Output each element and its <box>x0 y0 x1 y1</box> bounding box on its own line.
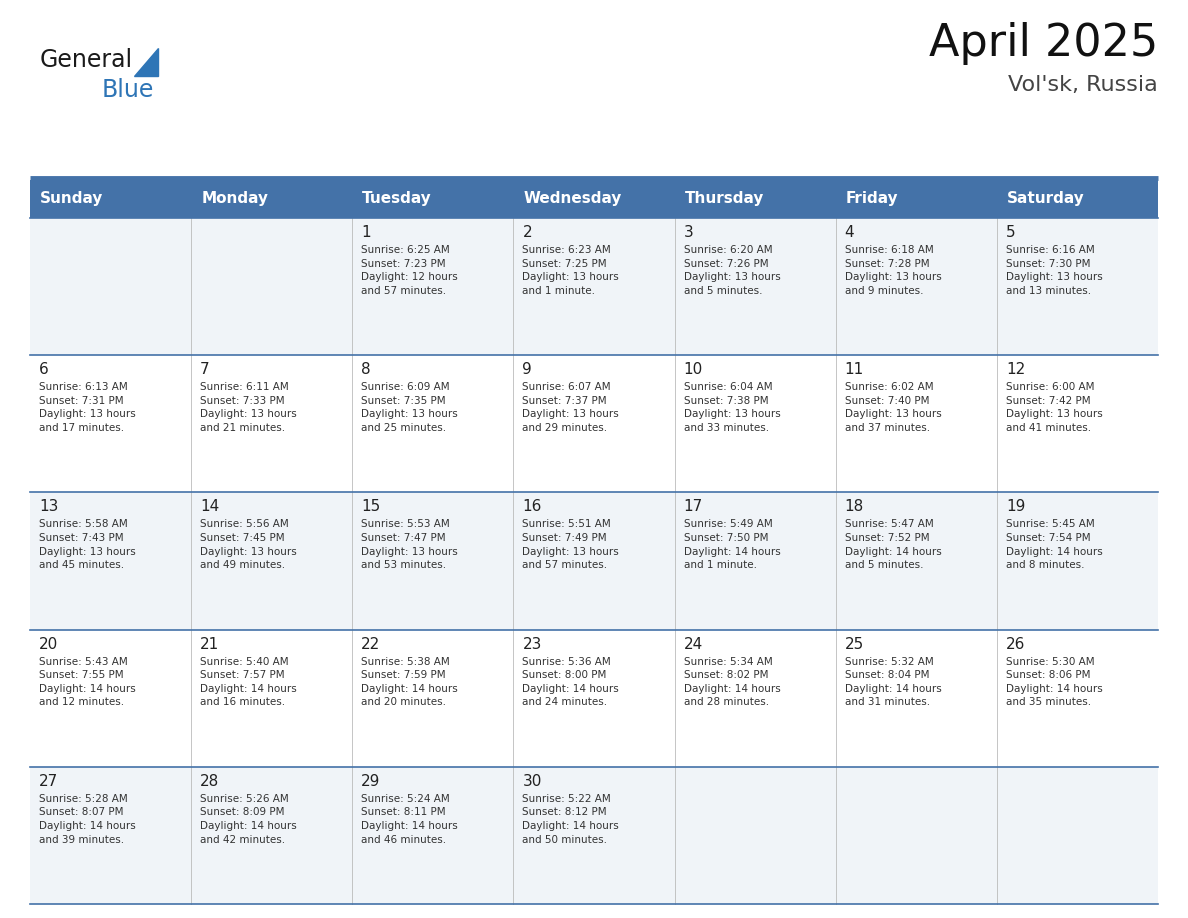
Text: Tuesday: Tuesday <box>362 192 432 207</box>
Text: 5: 5 <box>1006 225 1016 240</box>
Text: Sunrise: 5:47 AM
Sunset: 7:52 PM
Daylight: 14 hours
and 5 minutes.: Sunrise: 5:47 AM Sunset: 7:52 PM Dayligh… <box>845 520 941 570</box>
Text: Sunrise: 5:56 AM
Sunset: 7:45 PM
Daylight: 13 hours
and 49 minutes.: Sunrise: 5:56 AM Sunset: 7:45 PM Dayligh… <box>200 520 297 570</box>
Text: 12: 12 <box>1006 363 1025 377</box>
Text: Sunrise: 5:28 AM
Sunset: 8:07 PM
Daylight: 14 hours
and 39 minutes.: Sunrise: 5:28 AM Sunset: 8:07 PM Dayligh… <box>39 794 135 845</box>
Text: Sunrise: 5:26 AM
Sunset: 8:09 PM
Daylight: 14 hours
and 42 minutes.: Sunrise: 5:26 AM Sunset: 8:09 PM Dayligh… <box>200 794 297 845</box>
Text: Sunrise: 5:32 AM
Sunset: 8:04 PM
Daylight: 14 hours
and 31 minutes.: Sunrise: 5:32 AM Sunset: 8:04 PM Dayligh… <box>845 656 941 708</box>
Text: 3: 3 <box>683 225 694 240</box>
Text: Monday: Monday <box>201 192 268 207</box>
Bar <box>30 492 1158 630</box>
Text: Friday: Friday <box>846 192 898 207</box>
Text: 27: 27 <box>39 774 58 789</box>
Text: 25: 25 <box>845 636 864 652</box>
Text: 8: 8 <box>361 363 371 377</box>
Text: Wednesday: Wednesday <box>524 192 621 207</box>
Bar <box>30 355 1158 492</box>
Text: Vol'sk, Russia: Vol'sk, Russia <box>1009 75 1158 95</box>
Bar <box>30 630 1158 767</box>
Text: Sunrise: 5:38 AM
Sunset: 7:59 PM
Daylight: 14 hours
and 20 minutes.: Sunrise: 5:38 AM Sunset: 7:59 PM Dayligh… <box>361 656 459 708</box>
Text: Sunrise: 6:00 AM
Sunset: 7:42 PM
Daylight: 13 hours
and 41 minutes.: Sunrise: 6:00 AM Sunset: 7:42 PM Dayligh… <box>1006 382 1102 433</box>
Text: Sunrise: 6:13 AM
Sunset: 7:31 PM
Daylight: 13 hours
and 17 minutes.: Sunrise: 6:13 AM Sunset: 7:31 PM Dayligh… <box>39 382 135 433</box>
Text: 11: 11 <box>845 363 864 377</box>
Text: 28: 28 <box>200 774 220 789</box>
Text: Sunrise: 5:58 AM
Sunset: 7:43 PM
Daylight: 13 hours
and 45 minutes.: Sunrise: 5:58 AM Sunset: 7:43 PM Dayligh… <box>39 520 135 570</box>
Bar <box>30 218 1158 355</box>
Text: Sunrise: 5:40 AM
Sunset: 7:57 PM
Daylight: 14 hours
and 16 minutes.: Sunrise: 5:40 AM Sunset: 7:57 PM Dayligh… <box>200 656 297 708</box>
Text: 10: 10 <box>683 363 703 377</box>
Text: 22: 22 <box>361 636 380 652</box>
Text: 20: 20 <box>39 636 58 652</box>
Text: Saturday: Saturday <box>1007 192 1085 207</box>
Text: 2: 2 <box>523 225 532 240</box>
Text: 16: 16 <box>523 499 542 514</box>
Text: Sunrise: 6:20 AM
Sunset: 7:26 PM
Daylight: 13 hours
and 5 minutes.: Sunrise: 6:20 AM Sunset: 7:26 PM Dayligh… <box>683 245 781 296</box>
Text: Thursday: Thursday <box>684 192 764 207</box>
Bar <box>30 767 1158 904</box>
Text: Sunrise: 5:45 AM
Sunset: 7:54 PM
Daylight: 14 hours
and 8 minutes.: Sunrise: 5:45 AM Sunset: 7:54 PM Dayligh… <box>1006 520 1102 570</box>
Text: Sunrise: 6:02 AM
Sunset: 7:40 PM
Daylight: 13 hours
and 37 minutes.: Sunrise: 6:02 AM Sunset: 7:40 PM Dayligh… <box>845 382 941 433</box>
Text: April 2025: April 2025 <box>929 22 1158 65</box>
Text: Sunrise: 5:24 AM
Sunset: 8:11 PM
Daylight: 14 hours
and 46 minutes.: Sunrise: 5:24 AM Sunset: 8:11 PM Dayligh… <box>361 794 459 845</box>
Text: Sunrise: 5:53 AM
Sunset: 7:47 PM
Daylight: 13 hours
and 53 minutes.: Sunrise: 5:53 AM Sunset: 7:47 PM Dayligh… <box>361 520 459 570</box>
Bar <box>30 180 1158 218</box>
Text: Sunrise: 6:04 AM
Sunset: 7:38 PM
Daylight: 13 hours
and 33 minutes.: Sunrise: 6:04 AM Sunset: 7:38 PM Dayligh… <box>683 382 781 433</box>
Text: 9: 9 <box>523 363 532 377</box>
Text: Sunrise: 6:09 AM
Sunset: 7:35 PM
Daylight: 13 hours
and 25 minutes.: Sunrise: 6:09 AM Sunset: 7:35 PM Dayligh… <box>361 382 459 433</box>
Text: Sunrise: 6:07 AM
Sunset: 7:37 PM
Daylight: 13 hours
and 29 minutes.: Sunrise: 6:07 AM Sunset: 7:37 PM Dayligh… <box>523 382 619 433</box>
Text: 6: 6 <box>39 363 49 377</box>
Text: Sunrise: 6:16 AM
Sunset: 7:30 PM
Daylight: 13 hours
and 13 minutes.: Sunrise: 6:16 AM Sunset: 7:30 PM Dayligh… <box>1006 245 1102 296</box>
Text: Sunrise: 5:51 AM
Sunset: 7:49 PM
Daylight: 13 hours
and 57 minutes.: Sunrise: 5:51 AM Sunset: 7:49 PM Dayligh… <box>523 520 619 570</box>
Text: 30: 30 <box>523 774 542 789</box>
Text: 23: 23 <box>523 636 542 652</box>
Text: Sunrise: 5:22 AM
Sunset: 8:12 PM
Daylight: 14 hours
and 50 minutes.: Sunrise: 5:22 AM Sunset: 8:12 PM Dayligh… <box>523 794 619 845</box>
Text: Sunrise: 5:30 AM
Sunset: 8:06 PM
Daylight: 14 hours
and 35 minutes.: Sunrise: 5:30 AM Sunset: 8:06 PM Dayligh… <box>1006 656 1102 708</box>
Text: 4: 4 <box>845 225 854 240</box>
Text: Sunrise: 6:18 AM
Sunset: 7:28 PM
Daylight: 13 hours
and 9 minutes.: Sunrise: 6:18 AM Sunset: 7:28 PM Dayligh… <box>845 245 941 296</box>
Text: Sunrise: 5:36 AM
Sunset: 8:00 PM
Daylight: 14 hours
and 24 minutes.: Sunrise: 5:36 AM Sunset: 8:00 PM Dayligh… <box>523 656 619 708</box>
Text: Blue: Blue <box>102 78 154 102</box>
Text: 29: 29 <box>361 774 380 789</box>
Text: Sunrise: 6:11 AM
Sunset: 7:33 PM
Daylight: 13 hours
and 21 minutes.: Sunrise: 6:11 AM Sunset: 7:33 PM Dayligh… <box>200 382 297 433</box>
Text: 24: 24 <box>683 636 703 652</box>
Text: 18: 18 <box>845 499 864 514</box>
Text: 26: 26 <box>1006 636 1025 652</box>
Text: General: General <box>40 48 133 72</box>
Text: 14: 14 <box>200 499 220 514</box>
Text: Sunrise: 5:34 AM
Sunset: 8:02 PM
Daylight: 14 hours
and 28 minutes.: Sunrise: 5:34 AM Sunset: 8:02 PM Dayligh… <box>683 656 781 708</box>
Text: Sunrise: 6:25 AM
Sunset: 7:23 PM
Daylight: 12 hours
and 57 minutes.: Sunrise: 6:25 AM Sunset: 7:23 PM Dayligh… <box>361 245 459 296</box>
Text: Sunrise: 6:23 AM
Sunset: 7:25 PM
Daylight: 13 hours
and 1 minute.: Sunrise: 6:23 AM Sunset: 7:25 PM Dayligh… <box>523 245 619 296</box>
Text: Sunrise: 5:49 AM
Sunset: 7:50 PM
Daylight: 14 hours
and 1 minute.: Sunrise: 5:49 AM Sunset: 7:50 PM Dayligh… <box>683 520 781 570</box>
Text: 13: 13 <box>39 499 58 514</box>
Polygon shape <box>134 48 158 76</box>
Text: Sunday: Sunday <box>40 192 103 207</box>
Text: Sunrise: 5:43 AM
Sunset: 7:55 PM
Daylight: 14 hours
and 12 minutes.: Sunrise: 5:43 AM Sunset: 7:55 PM Dayligh… <box>39 656 135 708</box>
Text: 19: 19 <box>1006 499 1025 514</box>
Text: 7: 7 <box>200 363 210 377</box>
Text: 21: 21 <box>200 636 220 652</box>
Text: 15: 15 <box>361 499 380 514</box>
Text: 1: 1 <box>361 225 371 240</box>
Text: 17: 17 <box>683 499 703 514</box>
